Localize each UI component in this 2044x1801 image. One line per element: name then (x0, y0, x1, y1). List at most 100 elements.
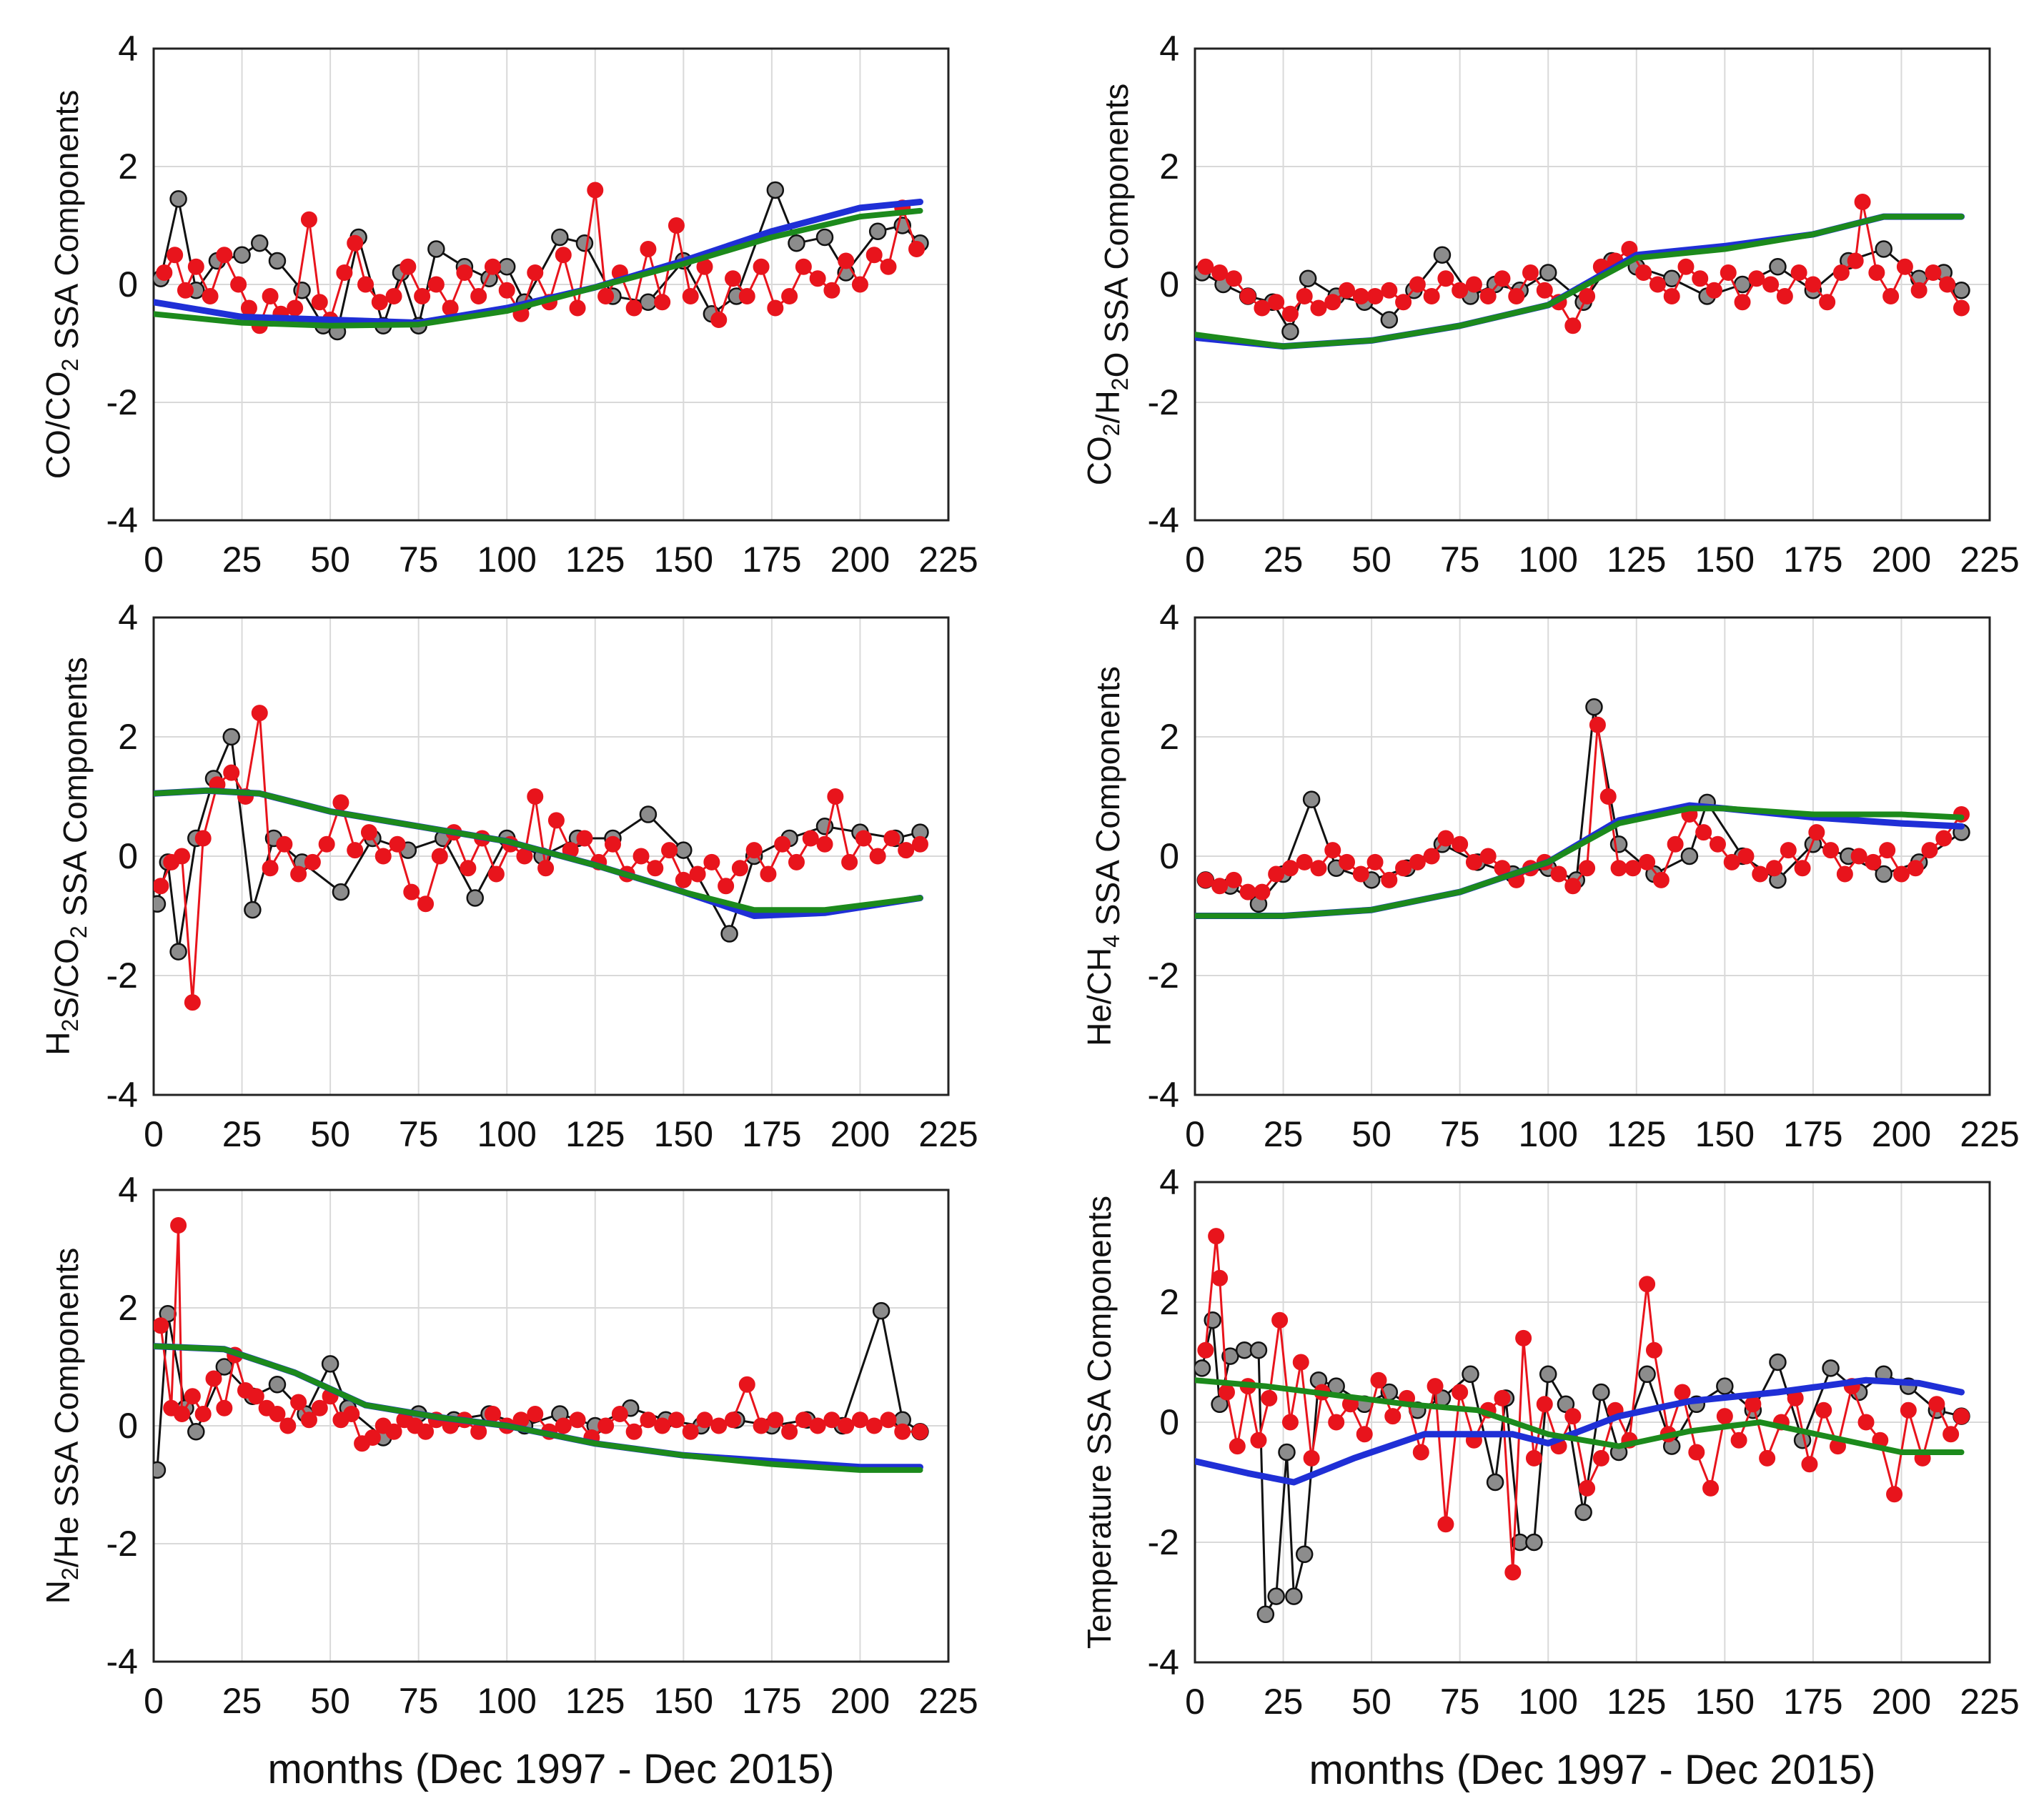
red-data-point (1579, 288, 1596, 304)
red-data-point (1624, 860, 1642, 877)
y-tick-label: 2 (1159, 147, 1179, 187)
red-data-point (661, 842, 678, 859)
x-tick-label: 0 (1185, 1114, 1205, 1154)
red-data-point (385, 1423, 402, 1440)
gray-data-point (1433, 246, 1452, 264)
x-tick-label: 75 (399, 1681, 439, 1721)
y-tick-label: 4 (118, 29, 138, 69)
red-data-point (1324, 842, 1341, 859)
red-data-point (1564, 878, 1582, 895)
x-tick-label: 0 (1185, 1682, 1205, 1722)
red-data-point (1268, 294, 1285, 311)
x-tick-label: 50 (310, 1114, 350, 1154)
plot-area-frame (1194, 1181, 1991, 1664)
red-data-point (318, 835, 335, 853)
gray-data-point (1281, 322, 1299, 341)
gray-data-point (872, 1301, 890, 1320)
red-data-point (1720, 264, 1737, 281)
red-data-point (1225, 270, 1242, 287)
red-data-point (1737, 848, 1755, 865)
gray-data-point (1953, 282, 1970, 299)
plot-area-frame (152, 1189, 950, 1663)
red-data-point (1790, 264, 1807, 281)
red-data-point (668, 217, 685, 234)
gray-data-point (251, 234, 269, 252)
red-data-point (1281, 305, 1299, 322)
red-data-point (1281, 1414, 1299, 1431)
gray-data-point (1295, 1545, 1314, 1564)
gray-data-point (169, 190, 187, 208)
red-data-point (738, 288, 755, 304)
red-data-point (1296, 853, 1313, 870)
red-data-point (304, 853, 321, 870)
red-data-point (1281, 860, 1299, 877)
x-tick-label: 100 (477, 1114, 537, 1154)
gray-data-point (497, 258, 516, 276)
red-data-point (484, 1406, 501, 1422)
y-tick-label: 2 (118, 1288, 138, 1328)
red-data-point (1423, 848, 1440, 865)
red-data-point (1579, 1479, 1596, 1497)
red-data-point (1525, 1449, 1542, 1467)
red-data-point (1639, 853, 1656, 870)
x-tick-label: 225 (1960, 1114, 2019, 1154)
red-data-point (1423, 288, 1440, 304)
gray-data-point (575, 234, 594, 252)
red-data-point (710, 312, 728, 328)
red-data-point (364, 1429, 381, 1446)
y-tick-label: -4 (106, 500, 138, 540)
red-data-point (911, 1423, 928, 1440)
red-data-point (1564, 317, 1582, 334)
red-data-point (1649, 276, 1666, 293)
series-gray-line (1201, 247, 1963, 334)
x-tick-label: 100 (1519, 1114, 1578, 1154)
red-data-point (1759, 1449, 1776, 1467)
y-tick-label: -2 (1148, 956, 1179, 996)
y-axis-label: CO2/H2O SSA Components (1081, 84, 1135, 485)
x-tick-label: 100 (1519, 540, 1578, 580)
y-axis-label: CO/CO2 SSA Components (39, 90, 85, 480)
red-data-point (1395, 860, 1412, 877)
red-data-point (1522, 264, 1539, 281)
red-data-point (177, 282, 194, 299)
y-axis-label: He/CH4 SSA Components (1081, 666, 1126, 1046)
red-data-point (1197, 871, 1214, 888)
x-tick-label: 50 (310, 1681, 350, 1721)
series-group (154, 181, 929, 341)
red-data-point (1892, 865, 1910, 883)
red-data-point (1437, 830, 1454, 847)
y-tick-label: 4 (118, 1170, 138, 1210)
red-data-point (1879, 842, 1896, 859)
x-tick-label: 225 (1960, 1682, 2019, 1722)
y-tick-label: -2 (1148, 382, 1179, 422)
x-tick-label: 25 (1264, 540, 1304, 580)
red-data-point (1801, 1456, 1818, 1473)
red-data-point (417, 1423, 435, 1440)
red-data-point (1850, 848, 1867, 865)
red-data-point (1218, 1384, 1235, 1401)
red-data-point (1752, 865, 1769, 883)
red-data-point (696, 1411, 713, 1429)
x-tick-label: 25 (222, 1681, 262, 1721)
red-data-point (1748, 270, 1765, 287)
gray-data-point (1680, 847, 1699, 865)
gray-data-point (1592, 1383, 1610, 1401)
red-data-point (604, 835, 621, 853)
y-tick-label: 2 (1159, 1282, 1179, 1322)
red-data-point (1536, 1396, 1553, 1413)
y-tick-label: -4 (1148, 500, 1179, 540)
gray-data-point (1249, 1341, 1268, 1359)
chart-panel-3: 0 25 50 75 100 125 150 175 200 225 -4 -2 0 2 4 H2S/CO2 … (39, 597, 978, 1154)
red-data-point (1762, 276, 1780, 293)
red-data-point (1452, 835, 1469, 853)
gray-data-point (169, 943, 187, 961)
y-tick-label: 2 (118, 717, 138, 757)
series-group (1195, 194, 1970, 350)
red-data-point (654, 1417, 671, 1434)
red-data-point (1635, 264, 1652, 281)
red-data-point (1886, 1486, 1903, 1503)
red-data-point (611, 1406, 628, 1422)
red-data-point (1339, 282, 1356, 299)
red-data-point (625, 1423, 643, 1440)
